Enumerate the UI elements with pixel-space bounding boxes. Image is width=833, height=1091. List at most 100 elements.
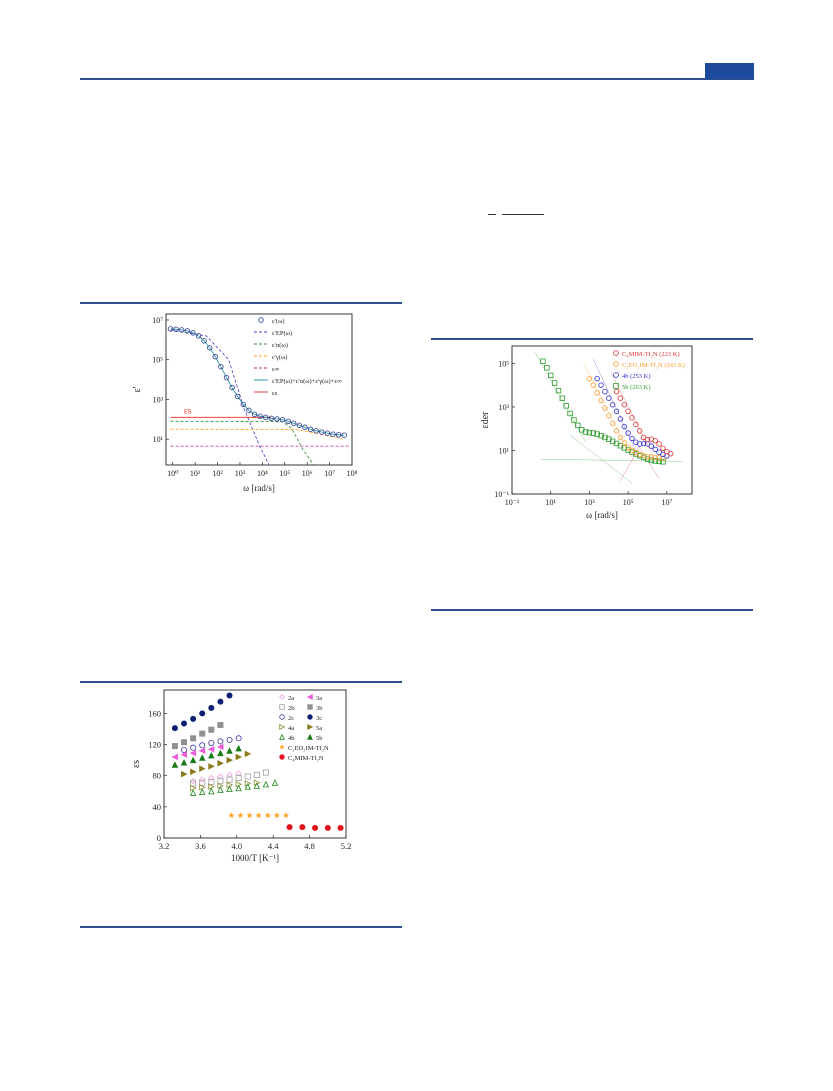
figure-a-top-rule bbox=[80, 302, 402, 304]
data-point bbox=[257, 413, 263, 420]
data-point bbox=[598, 432, 604, 439]
legend-label: 4b (253 K) bbox=[622, 373, 651, 380]
data-point bbox=[324, 824, 331, 831]
data-point bbox=[199, 742, 206, 749]
data-point bbox=[171, 743, 178, 750]
data-point bbox=[660, 459, 666, 465]
data-point bbox=[235, 393, 241, 400]
x-tick-label: 10⁻¹ bbox=[505, 498, 520, 507]
data-point bbox=[621, 402, 627, 408]
data-point bbox=[201, 338, 207, 344]
data-point bbox=[217, 722, 224, 729]
data-point bbox=[296, 422, 303, 428]
y-axis-label: εder bbox=[480, 411, 491, 429]
data-point bbox=[181, 720, 188, 727]
data-point bbox=[235, 784, 242, 792]
x-tick-label: 10¹ bbox=[546, 498, 557, 507]
data-point bbox=[617, 395, 624, 401]
x-tick-label: 3.2 bbox=[159, 841, 170, 851]
y-tick-label: 10³ bbox=[153, 395, 164, 404]
data-point bbox=[181, 739, 188, 746]
data-point bbox=[208, 726, 215, 733]
data-point bbox=[226, 736, 233, 743]
x-tick-label: 5.2 bbox=[341, 841, 352, 851]
data-point bbox=[208, 787, 215, 795]
equation-fraction-bar-2 bbox=[502, 214, 544, 215]
data-point bbox=[307, 426, 314, 432]
data-point bbox=[253, 771, 260, 778]
data-point bbox=[590, 430, 596, 436]
y-axis-label: εs bbox=[131, 760, 142, 768]
data-point bbox=[567, 410, 573, 417]
y-tick-label: 10⁵ bbox=[498, 359, 509, 368]
x-tick-label: 10⁷ bbox=[661, 498, 672, 507]
legend-marker bbox=[306, 694, 313, 700]
data-point bbox=[656, 458, 662, 465]
gamma-relaxation-curve bbox=[170, 428, 344, 440]
data-point bbox=[291, 420, 297, 426]
data-point bbox=[606, 395, 612, 401]
legend-label: ε'EP(ω)+ε'α(ω)+ε'γ(ω)+ε∞ bbox=[272, 378, 342, 385]
data-point bbox=[644, 453, 651, 460]
data-point bbox=[173, 326, 179, 332]
data-point bbox=[299, 824, 306, 831]
data-point bbox=[226, 785, 233, 792]
legend-marker bbox=[279, 743, 285, 750]
legend-marker bbox=[307, 714, 313, 720]
data-point bbox=[190, 744, 197, 751]
data-point bbox=[217, 698, 224, 705]
data-point bbox=[207, 745, 215, 753]
data-point bbox=[652, 454, 658, 461]
data-point bbox=[279, 416, 286, 423]
fit-sum-curve bbox=[170, 328, 345, 436]
data-point bbox=[171, 761, 179, 768]
data-point bbox=[302, 424, 308, 430]
data-point bbox=[217, 738, 224, 745]
legend-label: 2b bbox=[288, 705, 295, 712]
data-point bbox=[198, 747, 206, 755]
x-tick-label: 10⁶ bbox=[302, 469, 313, 478]
data-point bbox=[246, 811, 253, 819]
data-point bbox=[617, 416, 624, 422]
x-tick-label: 10⁴ bbox=[257, 469, 268, 478]
y-tick-label: 10¹ bbox=[499, 446, 510, 455]
x-tick-label: 10² bbox=[212, 469, 223, 478]
data-point bbox=[195, 333, 202, 339]
data-point bbox=[656, 455, 662, 461]
legend-label: ε'EP(ω) bbox=[272, 330, 292, 337]
legend-label: 4b bbox=[288, 735, 295, 742]
legend-label: 5b bbox=[316, 735, 323, 742]
data-point bbox=[206, 345, 213, 351]
data-point bbox=[226, 756, 234, 764]
legend-label: 3a bbox=[316, 695, 322, 702]
data-point bbox=[235, 775, 242, 782]
x-tick-label: 10⁵ bbox=[623, 498, 634, 507]
data-point bbox=[199, 710, 206, 717]
data-point bbox=[268, 415, 275, 422]
data-point bbox=[178, 327, 185, 333]
data-point bbox=[217, 773, 224, 780]
data-point bbox=[609, 402, 616, 408]
data-point bbox=[330, 431, 336, 437]
data-point bbox=[208, 739, 215, 746]
data-point bbox=[637, 441, 643, 447]
data-point bbox=[167, 326, 174, 332]
legend-marker bbox=[307, 724, 314, 730]
legend-label: 3c bbox=[316, 715, 322, 722]
y-tick-label: 10³ bbox=[499, 403, 510, 412]
data-point bbox=[237, 811, 244, 819]
data-point bbox=[217, 759, 224, 767]
x-tick-label: 10⁸ bbox=[347, 469, 358, 478]
plot-frame bbox=[163, 689, 347, 839]
data-point bbox=[621, 423, 627, 430]
data-point bbox=[540, 358, 546, 364]
data-point bbox=[625, 430, 631, 436]
data-point bbox=[199, 730, 206, 737]
data-point bbox=[244, 783, 251, 790]
data-point bbox=[602, 405, 608, 411]
x-tick-label: 3.6 bbox=[195, 841, 206, 851]
data-point bbox=[264, 811, 272, 819]
data-point bbox=[189, 777, 197, 785]
data-point bbox=[656, 441, 662, 447]
legend-marker bbox=[307, 704, 313, 710]
